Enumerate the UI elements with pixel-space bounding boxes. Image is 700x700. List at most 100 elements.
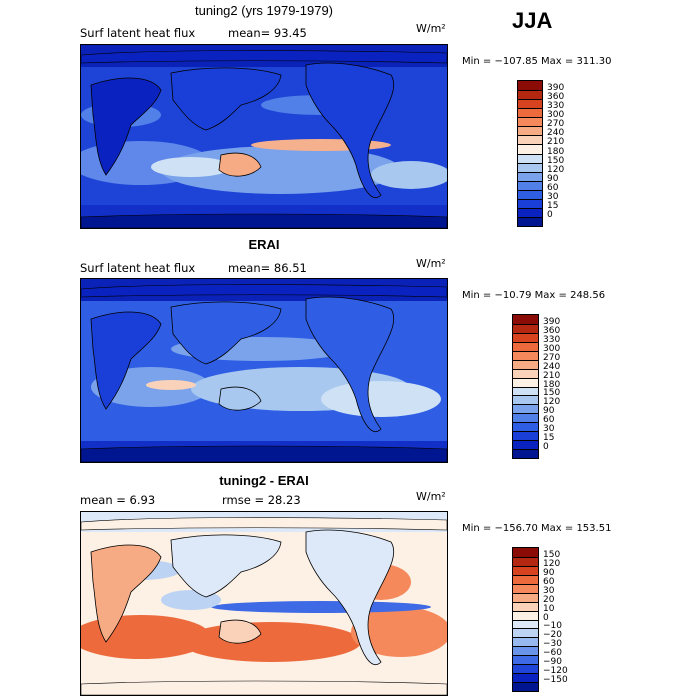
colorbar-swatch — [513, 565, 538, 575]
colorbar-swatch — [518, 162, 542, 172]
panel-1-map — [80, 44, 448, 229]
colorbar-swatch — [513, 574, 538, 584]
colorbar-swatch — [513, 619, 538, 629]
colorbar-swatch — [518, 108, 542, 118]
panel-2-minmax: Min = −10.79 Max = 248.56 — [462, 290, 606, 301]
colorbar-swatch — [513, 664, 538, 674]
panel-2-field-label: Surf latent heat flux — [80, 261, 196, 275]
panel-1-mean: mean= 93.45 — [228, 26, 307, 40]
colorbar-tick-label: 120 — [547, 164, 565, 175]
colorbar-tick-label: 15 — [547, 200, 559, 211]
colorbar-swatch — [513, 413, 538, 423]
colorbar-swatch — [513, 673, 538, 683]
panel-2-map — [80, 278, 448, 463]
colorbar-tick-label: 10 — [543, 603, 555, 614]
colorbar-tick-label: 390 — [547, 83, 565, 94]
colorbar-tick-label: 390 — [543, 316, 561, 327]
colorbar-tick-label: 120 — [543, 558, 561, 569]
colorbar-swatch — [513, 646, 538, 656]
colorbar-swatch — [513, 377, 538, 387]
colorbar-tick-label: 330 — [543, 334, 561, 345]
colorbar-tick-label: −150 — [543, 675, 568, 686]
colorbar-tick-label: 150 — [543, 388, 561, 399]
colorbar-swatch — [518, 90, 542, 100]
panel-1-colorbar — [517, 80, 543, 227]
panel-3-map-field — [81, 512, 447, 695]
colorbar-swatch — [513, 323, 538, 333]
colorbar-tick-label: 60 — [547, 182, 559, 193]
colorbar-tick-label: 360 — [547, 92, 565, 103]
panel-3-minmax: Min = −156.70 Max = 153.51 — [462, 523, 612, 534]
colorbar-swatch — [518, 198, 542, 208]
panel-2-colorbar — [512, 314, 539, 459]
colorbar-swatch — [518, 144, 542, 154]
colorbar-swatch — [513, 610, 538, 620]
colorbar-tick-label: 90 — [543, 567, 555, 578]
colorbar-tick-label: 210 — [543, 370, 561, 381]
panel-3-units: W/m² — [416, 490, 446, 503]
colorbar-swatch — [518, 207, 542, 217]
colorbar-swatch — [518, 117, 542, 127]
colorbar-swatch — [518, 126, 542, 136]
colorbar-swatch — [518, 81, 542, 91]
panel-3-colorbar — [512, 547, 539, 692]
colorbar-swatch — [518, 153, 542, 163]
colorbar-swatch — [513, 368, 538, 378]
colorbar-tick-label: −120 — [543, 666, 568, 677]
colorbar-tick-label: 150 — [547, 155, 565, 166]
colorbar-tick-label: 180 — [547, 146, 565, 157]
panel-3-rmse: rmse = 28.23 — [222, 493, 301, 507]
colorbar-tick-label: 300 — [543, 343, 561, 354]
colorbar-tick-label: 330 — [547, 101, 565, 112]
colorbar-tick-label: 30 — [543, 585, 555, 596]
panel-1-units: W/m² — [416, 22, 446, 35]
colorbar-tick-label: −30 — [543, 639, 562, 650]
colorbar-tick-label: 150 — [543, 549, 561, 560]
colorbar-tick-label: 0 — [547, 209, 553, 220]
colorbar-swatch — [513, 583, 538, 593]
colorbar-swatch — [513, 350, 538, 360]
panel-1-minmax: Min = −107.85 Max = 311.30 — [462, 56, 612, 67]
colorbar-swatch — [513, 556, 538, 566]
colorbar-tick-label: −20 — [543, 630, 562, 641]
colorbar-swatch — [513, 440, 538, 450]
colorbar-swatch — [513, 404, 538, 414]
panel-2-units: W/m² — [416, 257, 446, 270]
colorbar-swatch — [518, 171, 542, 181]
colorbar-tick-label: 180 — [543, 379, 561, 390]
colorbar-tick-label: −60 — [543, 648, 562, 659]
panel-3-mean: mean = 6.93 — [80, 493, 156, 507]
colorbar-tick-label: 15 — [543, 433, 555, 444]
season-label: JJA — [512, 8, 553, 33]
colorbar-tick-label: 0 — [543, 612, 549, 623]
panel-3-title: tuning2 - ERAI — [219, 473, 309, 488]
colorbar-swatch — [513, 422, 538, 432]
colorbar-tick-label: 300 — [547, 110, 565, 121]
colorbar-swatch — [518, 216, 542, 226]
colorbar-swatch — [513, 386, 538, 396]
panel-1-title: tuning2 (yrs 1979-1979) — [194, 3, 334, 18]
panel-2-title: ERAI — [248, 237, 280, 252]
colorbar-tick-label: 0 — [543, 442, 549, 453]
colorbar-swatch — [513, 682, 538, 691]
panel-1-map-field — [81, 45, 447, 228]
colorbar-swatch — [518, 99, 542, 109]
colorbar-tick-label: 240 — [543, 361, 561, 372]
colorbar-tick-label: 90 — [547, 173, 559, 184]
panel-1-field-label: Surf latent heat flux — [80, 26, 196, 40]
colorbar-tick-label: −10 — [543, 621, 562, 632]
colorbar-tick-label: 90 — [543, 406, 555, 417]
panel-2-mean: mean= 86.51 — [228, 261, 307, 275]
colorbar-tick-label: 240 — [547, 128, 565, 139]
colorbar-swatch — [513, 315, 538, 324]
colorbar-swatch — [513, 548, 538, 557]
colorbar-tick-label: 30 — [547, 191, 559, 202]
colorbar-swatch — [513, 395, 538, 405]
colorbar-tick-label: 210 — [547, 137, 565, 148]
colorbar-swatch — [513, 628, 538, 638]
colorbar-swatch — [518, 189, 542, 199]
colorbar-tick-label: 60 — [543, 576, 555, 587]
colorbar-swatch — [513, 592, 538, 602]
colorbar-swatch — [513, 655, 538, 665]
colorbar-tick-label: 360 — [543, 325, 561, 336]
